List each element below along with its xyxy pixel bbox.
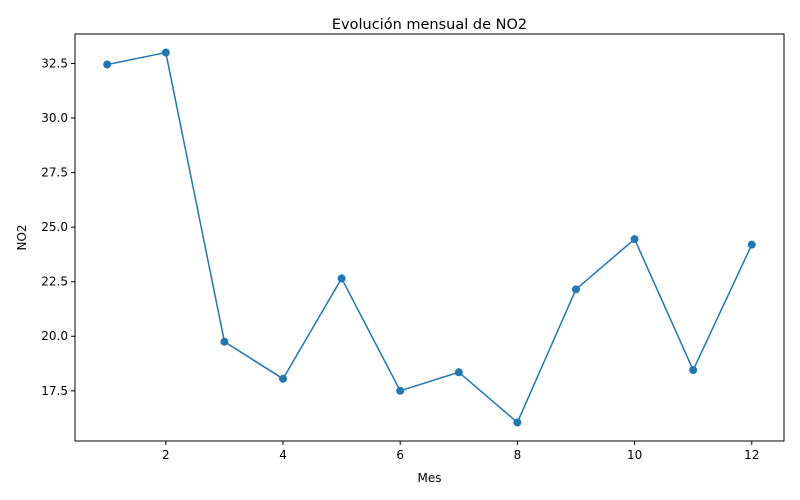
- x-tick-label: 12: [744, 448, 759, 462]
- x-tick-label: 4: [279, 448, 287, 462]
- plot-area: [103, 48, 756, 427]
- y-tick-label: 30.0: [41, 111, 68, 125]
- y-axis-label: NO2: [15, 224, 29, 250]
- y-axis: 17.5 20.0 22.5 25.0 27.5 30.0 32.5: [41, 56, 75, 398]
- data-point: [103, 60, 112, 69]
- chart-title: Evolución mensual de NO2: [332, 17, 527, 33]
- x-axis-label: Mes: [418, 471, 442, 485]
- y-tick-label: 17.5: [41, 384, 68, 398]
- x-tick-label: 2: [162, 448, 170, 462]
- x-axis: 2 4 6 8 10 12: [162, 441, 759, 462]
- y-tick-label: 25.0: [41, 220, 68, 234]
- data-point: [747, 240, 756, 249]
- x-tick-label: 10: [627, 448, 642, 462]
- y-tick-label: 27.5: [41, 166, 68, 180]
- series-line: [107, 51, 753, 424]
- data-point: [454, 368, 463, 377]
- data-point: [513, 418, 522, 427]
- data-point: [689, 366, 698, 375]
- data-point: [396, 386, 405, 395]
- data-point: [337, 274, 346, 283]
- data-point: [161, 48, 170, 57]
- data-point: [220, 337, 229, 346]
- y-tick-label: 32.5: [41, 56, 68, 70]
- data-point: [571, 285, 580, 294]
- data-point: [279, 374, 288, 383]
- x-tick-label: 6: [396, 448, 404, 462]
- x-tick-label: 8: [514, 448, 522, 462]
- y-tick-label: 22.5: [41, 275, 68, 289]
- y-tick-label: 20.0: [41, 329, 68, 343]
- plot-frame: [74, 33, 785, 442]
- data-point: [630, 235, 639, 244]
